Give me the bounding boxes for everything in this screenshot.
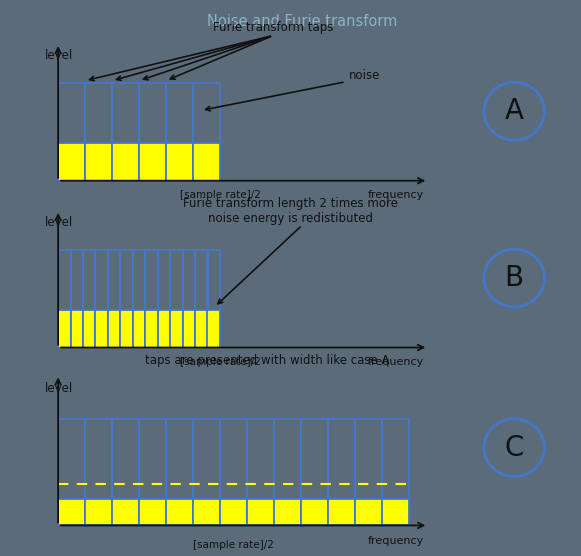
Bar bbox=[328, 419, 355, 499]
Bar bbox=[170, 250, 182, 310]
Bar bbox=[133, 310, 145, 348]
Bar bbox=[193, 143, 220, 181]
Text: B: B bbox=[505, 264, 523, 292]
Bar bbox=[112, 83, 139, 143]
Bar bbox=[193, 499, 220, 525]
Bar bbox=[166, 499, 193, 525]
Bar bbox=[85, 83, 112, 143]
Text: taps are presented with width like case A: taps are presented with width like case … bbox=[145, 354, 389, 367]
Text: [sample rate]/2: [sample rate]/2 bbox=[193, 540, 274, 550]
Bar bbox=[274, 499, 301, 525]
Bar bbox=[108, 250, 120, 310]
Bar bbox=[355, 419, 382, 499]
Bar bbox=[58, 250, 70, 310]
Text: frequency: frequency bbox=[368, 357, 424, 367]
Bar bbox=[139, 499, 166, 525]
Text: [sample rate]/2: [sample rate]/2 bbox=[180, 357, 260, 367]
Bar bbox=[139, 83, 166, 143]
Bar bbox=[157, 310, 170, 348]
Bar bbox=[145, 310, 157, 348]
Text: level: level bbox=[45, 216, 73, 229]
Bar bbox=[58, 143, 85, 181]
Bar bbox=[220, 419, 247, 499]
Text: C: C bbox=[504, 434, 524, 461]
Bar bbox=[301, 499, 328, 525]
Bar bbox=[195, 310, 207, 348]
Bar bbox=[139, 419, 166, 499]
Bar bbox=[382, 419, 409, 499]
Bar bbox=[157, 250, 170, 310]
Bar bbox=[247, 419, 274, 499]
Text: A: A bbox=[505, 97, 523, 125]
Bar bbox=[195, 250, 207, 310]
Bar bbox=[166, 83, 193, 143]
Bar bbox=[170, 310, 182, 348]
Bar bbox=[139, 143, 166, 181]
Bar bbox=[83, 250, 95, 310]
Text: [sample rate]/2: [sample rate]/2 bbox=[180, 190, 260, 200]
Bar bbox=[220, 499, 247, 525]
Bar bbox=[85, 419, 112, 499]
Text: noise: noise bbox=[349, 68, 380, 82]
Bar bbox=[166, 143, 193, 181]
Bar bbox=[85, 499, 112, 525]
Bar bbox=[328, 499, 355, 525]
Bar bbox=[133, 250, 145, 310]
Bar bbox=[120, 310, 133, 348]
Bar bbox=[58, 419, 85, 499]
Text: Noise and Furie transform: Noise and Furie transform bbox=[207, 14, 397, 29]
Text: level: level bbox=[45, 49, 73, 62]
Bar bbox=[70, 250, 83, 310]
Bar bbox=[58, 310, 70, 348]
Bar bbox=[95, 310, 108, 348]
Bar bbox=[108, 310, 120, 348]
Bar bbox=[85, 143, 112, 181]
Bar bbox=[95, 250, 108, 310]
Bar bbox=[382, 499, 409, 525]
Bar bbox=[247, 499, 274, 525]
Text: Furie transform taps: Furie transform taps bbox=[213, 22, 333, 34]
Bar bbox=[120, 250, 133, 310]
Bar bbox=[193, 419, 220, 499]
Text: frequency: frequency bbox=[368, 190, 424, 200]
Bar bbox=[112, 419, 139, 499]
Text: level: level bbox=[45, 382, 73, 395]
Bar bbox=[274, 419, 301, 499]
Text: frequency: frequency bbox=[368, 536, 424, 546]
Bar bbox=[58, 499, 85, 525]
Bar bbox=[182, 250, 195, 310]
Bar bbox=[70, 310, 83, 348]
Bar bbox=[193, 83, 220, 143]
Bar bbox=[301, 419, 328, 499]
Bar bbox=[145, 250, 157, 310]
Bar bbox=[182, 310, 195, 348]
Bar bbox=[112, 143, 139, 181]
Bar bbox=[355, 499, 382, 525]
Bar bbox=[83, 310, 95, 348]
Bar bbox=[166, 419, 193, 499]
Bar bbox=[58, 83, 85, 143]
Bar bbox=[112, 499, 139, 525]
Bar bbox=[207, 250, 220, 310]
Text: Furie transform length 2 times more
noise energy is redistibuted: Furie transform length 2 times more nois… bbox=[183, 197, 398, 225]
Bar bbox=[207, 310, 220, 348]
